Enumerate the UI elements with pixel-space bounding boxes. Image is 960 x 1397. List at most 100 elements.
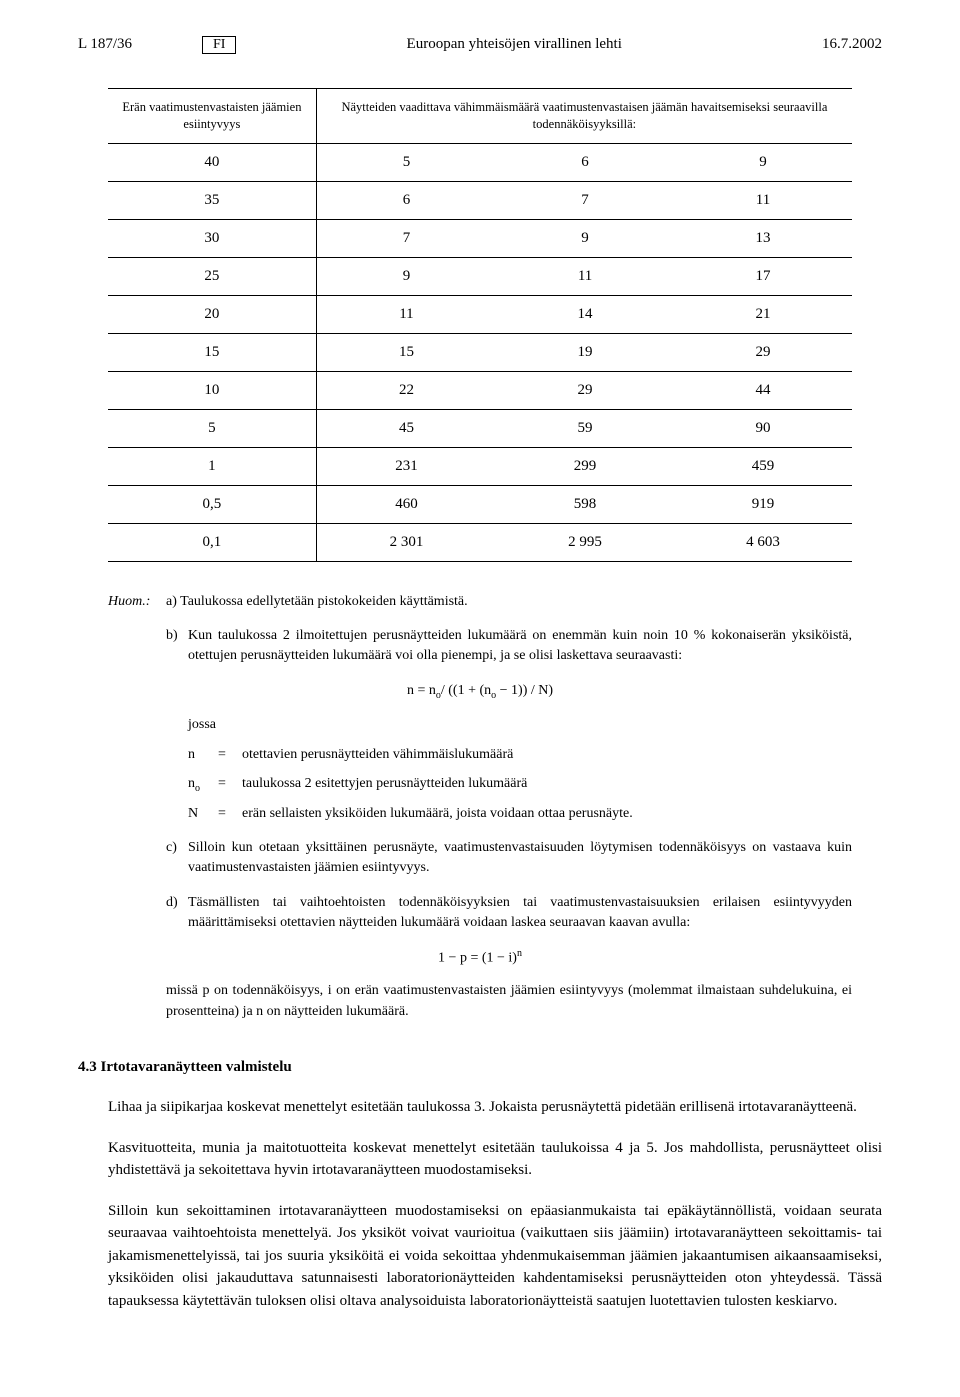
data-table-wrap: Erän vaatimustenvastaisten jäämien esiin… — [108, 88, 852, 562]
section-p3: Silloin kun sekoittaminen irtotavaranäyt… — [78, 1200, 882, 1313]
definitions: jossa n = otettavien perusnäytteiden väh… — [188, 715, 852, 824]
cell: 9 — [674, 143, 852, 181]
cell: 29 — [674, 333, 852, 371]
note-b-text: Kun taulukossa 2 ilmoitettujen perusnäyt… — [188, 626, 852, 667]
note-c-letter: c) — [166, 838, 188, 879]
formula-b-part2: / ((1 + (n — [441, 683, 491, 698]
table-row: 10 22 29 44 — [108, 371, 852, 409]
cell: 20 — [108, 295, 316, 333]
cell: 15 — [316, 333, 496, 371]
language-box: FI — [202, 36, 236, 54]
table-header-row: Erän vaatimustenvastaisten jäämien esiin… — [108, 89, 852, 144]
table-row: 15 15 19 29 — [108, 333, 852, 371]
cell: 22 — [316, 371, 496, 409]
def-n-eq: = — [218, 745, 242, 765]
cell: 29 — [496, 371, 674, 409]
note-b: b) Kun taulukossa 2 ilmoitettujen perusn… — [166, 626, 852, 667]
cell: 460 — [316, 485, 496, 523]
note-a-line: a) Taulukossa edellytetään pistokokeiden… — [166, 592, 852, 612]
table-row: 30 7 9 13 — [108, 219, 852, 257]
section-p2: Kasvituotteita, munia ja maitotuotteita … — [78, 1137, 882, 1182]
note-c-text: Silloin kun otetaan yksittäinen perusnäy… — [188, 838, 852, 879]
note-d-letter: d) — [166, 893, 188, 934]
table-row: 0,5 460 598 919 — [108, 485, 852, 523]
cell: 4 603 — [674, 523, 852, 561]
def-n-txt: otettavien perusnäytteiden vähimmäisluku… — [242, 745, 852, 765]
header-date: 16.7.2002 — [772, 36, 882, 53]
section-p1: Lihaa ja siipikarjaa koskevat menettelyt… — [78, 1096, 882, 1119]
cell: 40 — [108, 143, 316, 181]
cell: 9 — [316, 257, 496, 295]
cell: 35 — [108, 181, 316, 219]
jossa-label: jossa — [188, 715, 852, 735]
cell: 45 — [316, 409, 496, 447]
formula-d: 1 − p = (1 − i)n — [108, 947, 852, 969]
section-heading: 4.3 Irtotavaranäytteen valmistelu — [78, 1056, 882, 1079]
header-left: L 187/36 — [78, 36, 198, 53]
notes-block: Huom.: a) Taulukossa edellytetään pistok… — [108, 592, 852, 1022]
formula-d-body: 1 − p = (1 − i) — [438, 951, 517, 966]
cell: 2 995 — [496, 523, 674, 561]
cell: 7 — [496, 181, 674, 219]
cell: 44 — [674, 371, 852, 409]
formula-b: n = no/ ((1 + (no − 1)) / N) — [108, 681, 852, 703]
table-row: 25 9 11 17 — [108, 257, 852, 295]
def-bign-eq: = — [218, 804, 242, 824]
cell: 19 — [496, 333, 674, 371]
note-b-letter: b) — [166, 626, 188, 667]
cell: 17 — [674, 257, 852, 295]
cell: 7 — [316, 219, 496, 257]
cell: 25 — [108, 257, 316, 295]
cell: 0,1 — [108, 523, 316, 561]
note-d-tail: missä p on todennäköisyys, i on erän vaa… — [166, 981, 852, 1022]
cell: 231 — [316, 447, 496, 485]
cell: 13 — [674, 219, 852, 257]
cell: 11 — [316, 295, 496, 333]
cell: 459 — [674, 447, 852, 485]
cell: 5 — [108, 409, 316, 447]
def-bign-sym: N — [188, 804, 218, 824]
cell: 598 — [496, 485, 674, 523]
cell: 14 — [496, 295, 674, 333]
formula-d-sup: n — [517, 948, 522, 959]
cell: 59 — [496, 409, 674, 447]
col-header-left: Erän vaatimustenvastaisten jäämien esiin… — [108, 89, 316, 144]
note-d: d) Täsmällisten tai vaihtoehtoisten tode… — [166, 893, 852, 934]
def-n-sym: n — [188, 745, 218, 765]
cell: 1 — [108, 447, 316, 485]
table-row: 40 5 6 9 — [108, 143, 852, 181]
huom-label: Huom.: — [108, 592, 166, 612]
cell: 10 — [108, 371, 316, 409]
def-bign-txt: erän sellaisten yksiköiden lukumäärä, jo… — [242, 804, 852, 824]
formula-b-part3: − 1)) / N) — [496, 683, 553, 698]
cell: 15 — [108, 333, 316, 371]
col-header-span: Näytteiden vaadittava vähimmäismäärä vaa… — [316, 89, 852, 144]
note-a: Huom.: a) Taulukossa edellytetään pistok… — [108, 592, 852, 612]
cell: 11 — [496, 257, 674, 295]
table-row: 5 45 59 90 — [108, 409, 852, 447]
def-no-sym: no — [188, 774, 218, 796]
note-c: c) Silloin kun otetaan yksittäinen perus… — [166, 838, 852, 879]
header-center: Euroopan yhteisöjen virallinen lehti — [256, 36, 772, 53]
cell: 21 — [674, 295, 852, 333]
note-a-text: Taulukossa edellytetään pistokokeiden kä… — [180, 594, 468, 609]
cell: 90 — [674, 409, 852, 447]
def-row-n: n = otettavien perusnäytteiden vähimmäis… — [188, 745, 852, 765]
cell: 5 — [316, 143, 496, 181]
cell: 9 — [496, 219, 674, 257]
section-4-3: 4.3 Irtotavaranäytteen valmistelu Lihaa … — [78, 1056, 882, 1313]
def-row-no: no = taulukossa 2 esitettyjen perusnäytt… — [188, 774, 852, 796]
cell: 299 — [496, 447, 674, 485]
cell: 0,5 — [108, 485, 316, 523]
cell: 6 — [496, 143, 674, 181]
table-row: 20 11 14 21 — [108, 295, 852, 333]
note-a-letter: a) — [166, 594, 177, 609]
def-no-eq: = — [218, 774, 242, 796]
def-row-bign: N = erän sellaisten yksiköiden lukumäärä… — [188, 804, 852, 824]
page-header: L 187/36 FI Euroopan yhteisöjen virallin… — [78, 36, 882, 54]
note-d-text: Täsmällisten tai vaihtoehtoisten todennä… — [188, 893, 852, 934]
cell: 30 — [108, 219, 316, 257]
cell: 11 — [674, 181, 852, 219]
table-row: 0,1 2 301 2 995 4 603 — [108, 523, 852, 561]
data-table: Erän vaatimustenvastaisten jäämien esiin… — [108, 88, 852, 562]
